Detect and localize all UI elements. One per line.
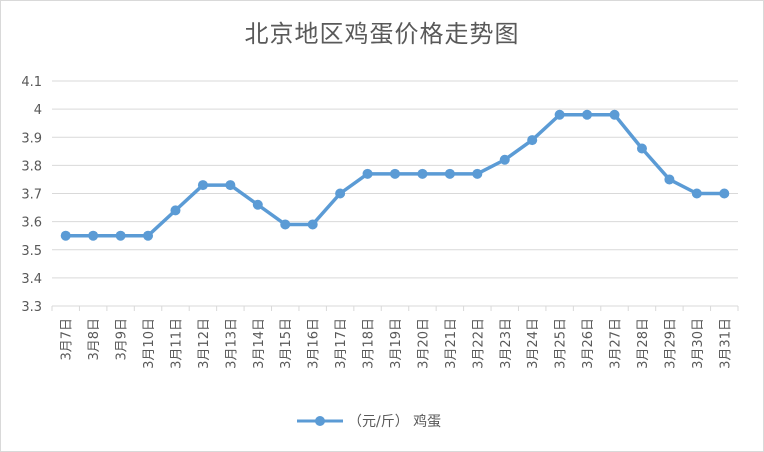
data-point	[170, 205, 181, 216]
x-tick-label: 3月19日	[389, 318, 404, 369]
x-tick-label: 3月22日	[471, 318, 486, 369]
x-tick-label: 3月31日	[718, 318, 733, 369]
data-point	[664, 174, 675, 185]
y-tick-label: 4	[34, 103, 42, 118]
x-tick-label: 3月29日	[663, 318, 678, 369]
data-point	[252, 199, 263, 210]
data-point	[499, 154, 510, 165]
x-tick-label: 3月24日	[526, 318, 541, 369]
x-tick-label: 3月26日	[581, 318, 596, 369]
x-tick-label: 3月14日	[252, 318, 267, 369]
data-point	[472, 168, 483, 179]
x-tick-label: 3月20日	[416, 318, 431, 369]
data-point	[527, 135, 538, 146]
x-tick-label: 3月18日	[362, 318, 377, 369]
data-point	[609, 109, 620, 120]
data-point	[417, 168, 428, 179]
x-tick-label: 3月7日	[60, 318, 75, 361]
data-point	[691, 188, 702, 199]
data-point	[143, 230, 154, 241]
data-point	[60, 230, 71, 241]
y-tick-label: 3.3	[21, 300, 42, 315]
data-point	[280, 219, 291, 230]
data-point	[390, 168, 400, 179]
x-tick-label: 3月15日	[279, 318, 294, 369]
x-tick-label: 3月17日	[334, 318, 349, 369]
x-tick-label: 3月28日	[636, 318, 651, 369]
data-point	[88, 230, 99, 241]
x-tick-label: 3月25日	[554, 318, 569, 369]
data-point	[719, 188, 730, 199]
data-point	[554, 109, 565, 120]
data-point	[636, 143, 647, 154]
y-tick-label: 3.7	[21, 188, 42, 203]
data-point	[307, 219, 318, 230]
legend-label: （元/斤） 鸡蛋	[348, 413, 441, 430]
legend: （元/斤） 鸡蛋	[297, 413, 441, 430]
x-tick-label: 3月8日	[87, 318, 102, 361]
x-tick-label: 3月27日	[609, 318, 624, 369]
y-tick-label: 3.6	[21, 216, 42, 231]
data-point	[335, 188, 346, 199]
y-tick-label: 3.5	[21, 244, 42, 259]
gridlines	[52, 80, 738, 307]
y-tick-label: 4.1	[21, 75, 42, 90]
x-tick-label: 3月21日	[444, 318, 459, 369]
data-point	[225, 180, 236, 191]
x-tick-label: 3月13日	[224, 318, 239, 369]
x-tick-label: 3月11日	[169, 318, 184, 369]
x-tick-label: 3月9日	[115, 318, 130, 361]
series-layer	[60, 109, 730, 241]
data-point	[362, 168, 373, 179]
x-tick-label: 3月10日	[142, 318, 157, 369]
x-axis: 3月7日 3月8日 3月9日 3月10日 3月11日 3月12日 3月13日 3月14日 3月1…	[51, 306, 739, 369]
y-axis: 3.3 3.4 3.5 3.6 3.7 3.8 3.9 4 4.1	[21, 75, 42, 315]
data-point	[444, 168, 455, 179]
y-tick-label: 3.9	[21, 131, 42, 146]
y-tick-label: 3.4	[21, 272, 42, 287]
x-tick-label: 3月23日	[499, 318, 514, 369]
data-point	[197, 180, 208, 191]
y-tick-label: 3.8	[21, 159, 42, 174]
data-point	[115, 230, 126, 241]
x-tick-label: 3月16日	[307, 318, 322, 369]
x-tick-label: 3月30日	[691, 318, 706, 369]
chart-title: 北京地区鸡蛋价格走势图	[244, 20, 520, 48]
data-point	[582, 109, 593, 120]
x-tick-label: 3月12日	[197, 318, 212, 369]
legend-marker	[315, 416, 325, 426]
